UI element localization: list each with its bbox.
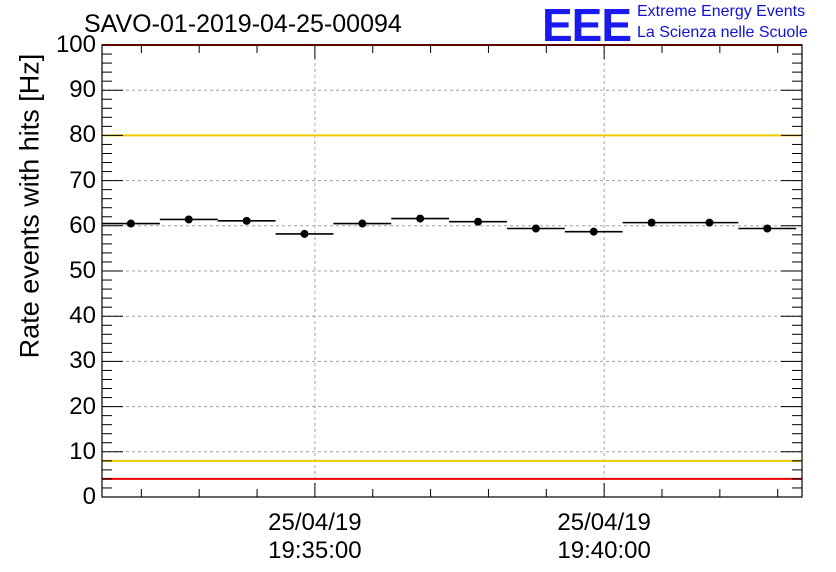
x-tick-date-label: 25/04/19 <box>557 509 651 536</box>
data-point <box>647 218 656 227</box>
x-tick-time-label: 19:40:00 <box>557 537 651 564</box>
logo-line-2: La Scienza nelle Scuole <box>637 24 808 41</box>
data-point <box>358 219 367 228</box>
y-tick-label: 100 <box>55 31 96 58</box>
chart-title: SAVO-01-2019-04-25-00094 <box>84 10 402 38</box>
data-point <box>416 214 425 223</box>
data-point <box>474 217 483 226</box>
y-tick-label: 90 <box>69 76 96 104</box>
data-point <box>126 219 135 228</box>
data-point <box>242 216 251 225</box>
y-tick-label: 0 <box>82 483 96 510</box>
eee-logo-mark: EEE <box>542 0 632 51</box>
data-point <box>763 224 772 233</box>
data-point <box>300 229 309 238</box>
data-point <box>184 215 193 224</box>
y-tick-label: 10 <box>69 437 96 465</box>
y-tick-label: 70 <box>69 166 96 194</box>
data-point <box>531 224 540 233</box>
grid-lines <box>102 45 802 497</box>
y-tick-label: 40 <box>69 302 96 330</box>
y-tick-label: 30 <box>69 347 96 375</box>
x-tick-time-label: 19:35:00 <box>268 537 362 564</box>
y-tick-label: 50 <box>69 257 96 284</box>
data-points <box>102 214 797 238</box>
y-tick-label: 80 <box>69 121 96 149</box>
data-point <box>705 218 714 227</box>
plot-frame <box>101 44 803 498</box>
data-point <box>589 227 598 236</box>
x-tick-date-label: 25/04/19 <box>268 509 362 536</box>
y-tick-label: 20 <box>69 392 96 420</box>
y-tick-label: 60 <box>69 211 96 239</box>
reference-lines <box>102 44 802 480</box>
logo-line-1: Extreme Energy Events <box>637 3 806 20</box>
